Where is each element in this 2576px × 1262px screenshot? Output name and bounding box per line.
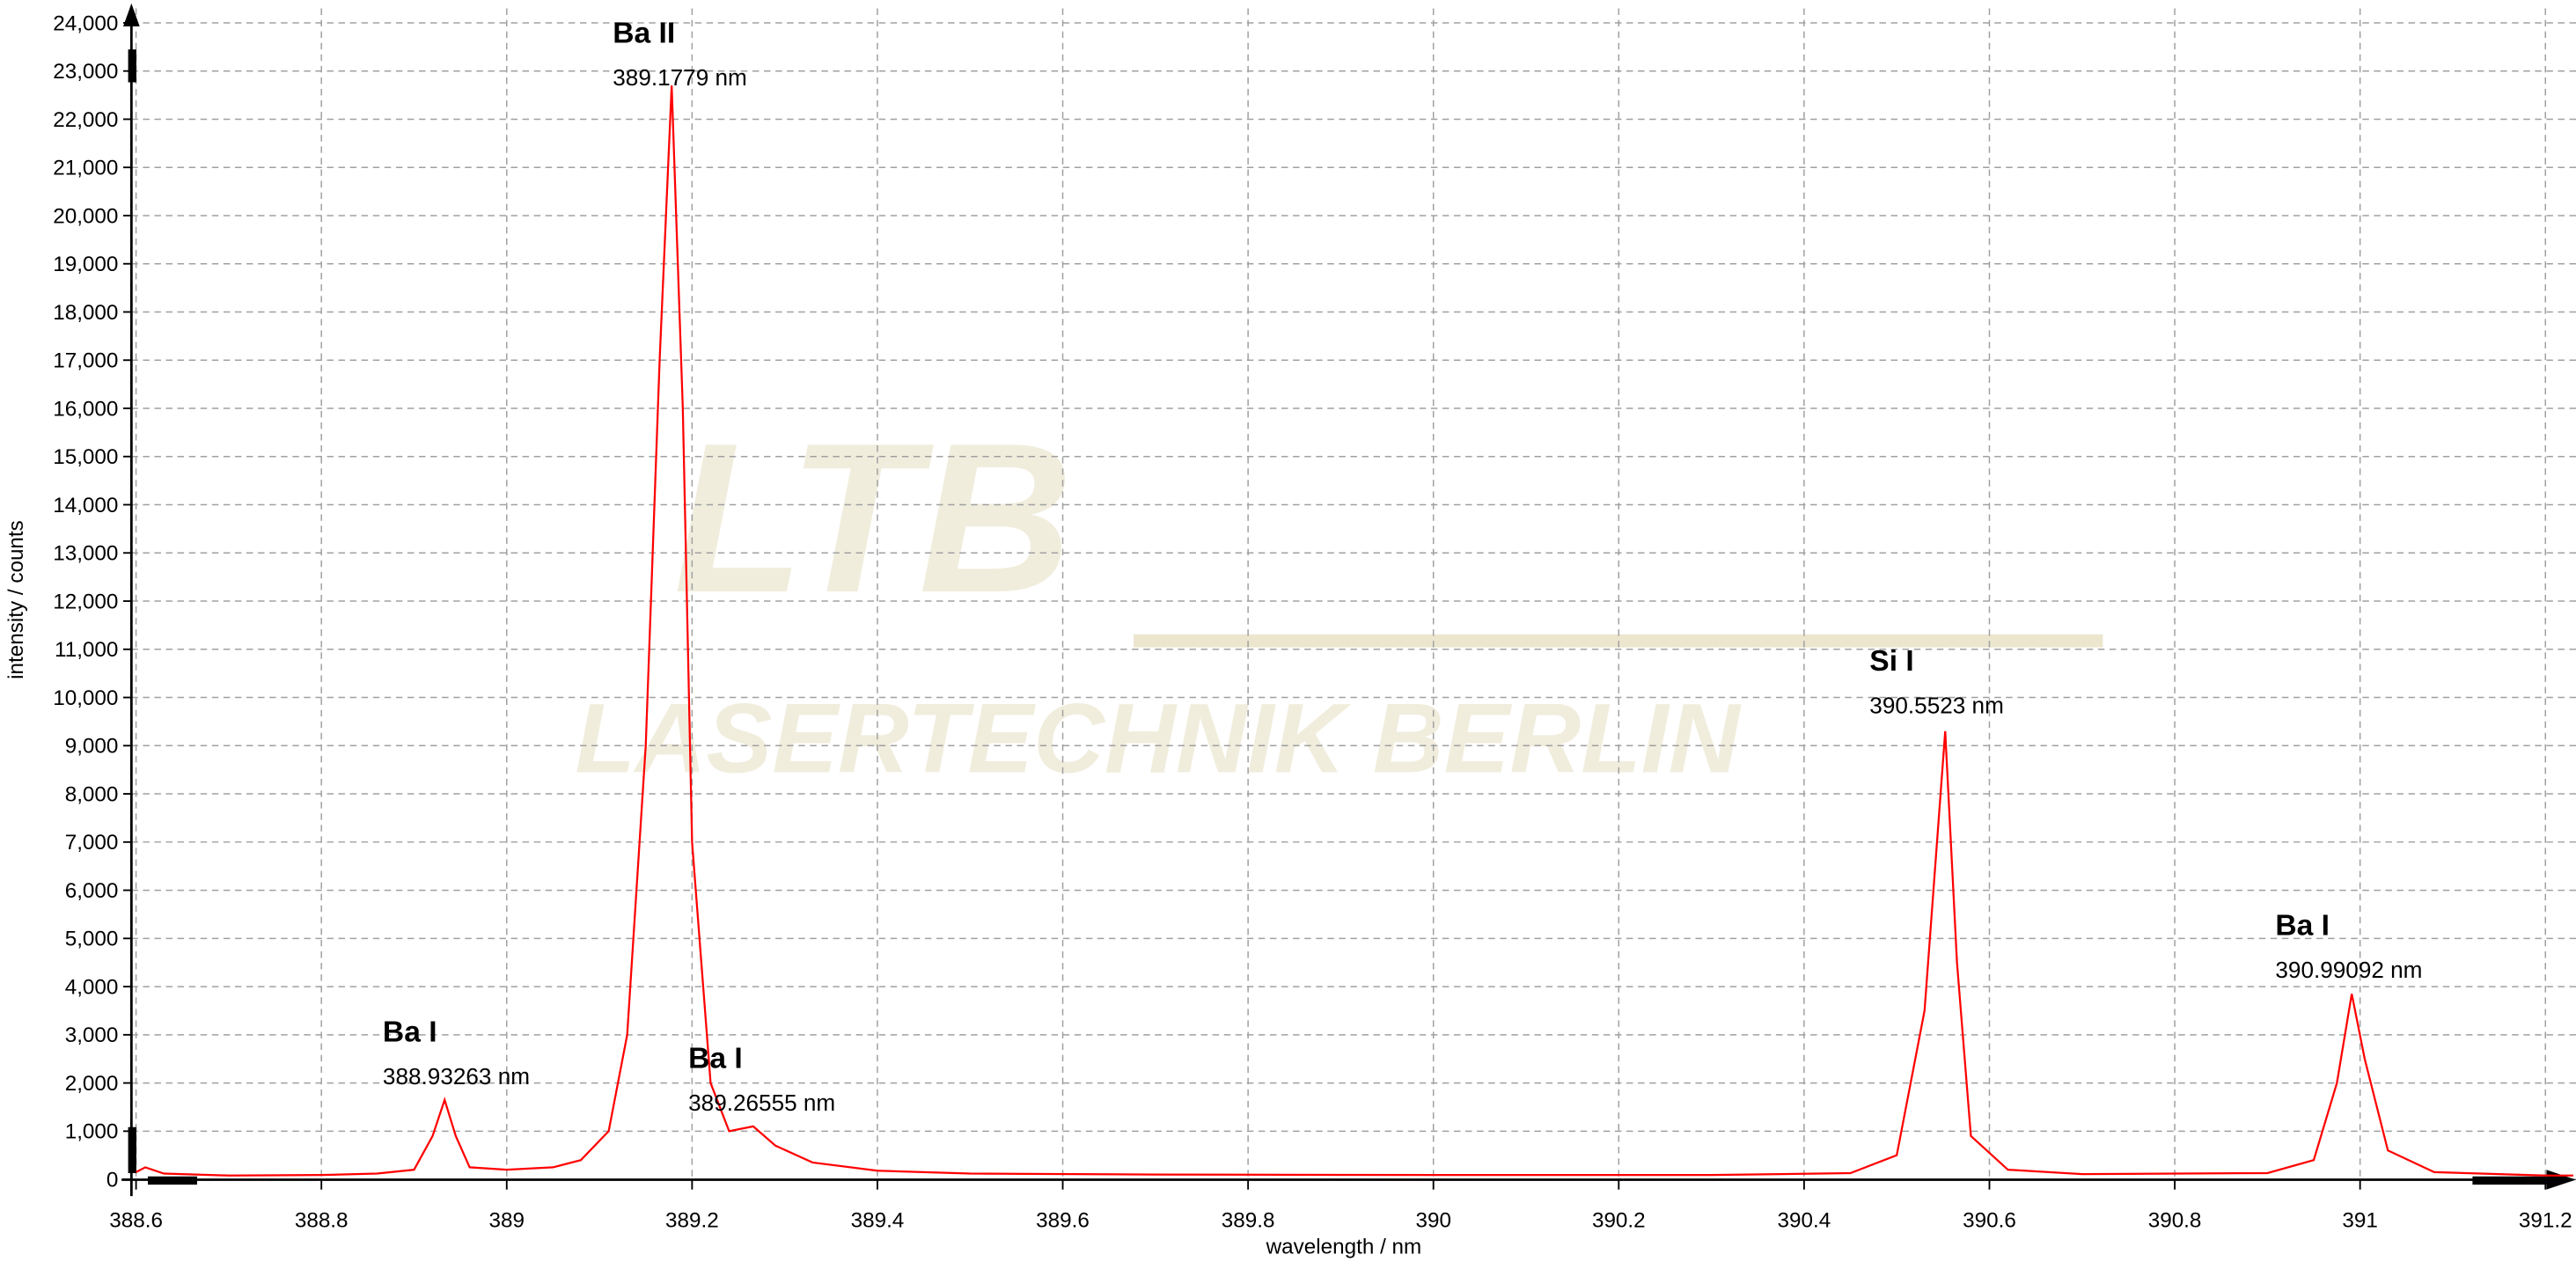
- y-tick-label: 12,000: [53, 590, 118, 613]
- peak-label: Ba I: [688, 1043, 743, 1075]
- x-tick-label: 389.8: [1222, 1209, 1275, 1233]
- x-tick-label: 391.2: [2519, 1209, 2572, 1233]
- peak-wavelength: 389.1779 nm: [613, 64, 747, 91]
- peak-label: Ba I: [2275, 909, 2330, 942]
- y-tick-label: 22,000: [53, 108, 118, 132]
- x-tick-label: 390.2: [1592, 1209, 1646, 1233]
- peak-wavelength: 390.5523 nm: [1869, 692, 2004, 718]
- x-axis-label: wavelength / nm: [1266, 1235, 1422, 1258]
- peak-wavelength: 388.93263 nm: [383, 1063, 530, 1090]
- x-tick-label: 389.4: [851, 1209, 905, 1233]
- x-tick-label: 390.8: [2148, 1209, 2202, 1233]
- x-tick-label: 389: [489, 1209, 525, 1233]
- x-axis-arrow: [2546, 1170, 2576, 1190]
- y-tick-label: 14,000: [53, 494, 118, 517]
- watermark-logo: LTB: [673, 399, 1073, 637]
- y-tick-label: 1,000: [65, 1120, 119, 1144]
- y-tick-label: 20,000: [53, 204, 118, 228]
- peak-wavelength: 390.99092 nm: [2275, 957, 2422, 983]
- y-axis-arrow: [123, 3, 140, 27]
- x-axis-handle: [148, 1176, 198, 1185]
- y-tick-label: 16,000: [53, 397, 118, 421]
- y-tick-label: 21,000: [53, 157, 118, 180]
- peak-wavelength: 389.26555 nm: [688, 1090, 835, 1116]
- y-tick-label: 24,000: [53, 11, 118, 35]
- y-tick-label: 5,000: [65, 928, 119, 951]
- x-axis-handle: [2472, 1176, 2547, 1185]
- axes: [121, 3, 2576, 1197]
- x-tick-label: 389.2: [665, 1209, 719, 1233]
- y-tick-label: 9,000: [65, 735, 119, 759]
- y-tick-label: 4,000: [65, 975, 119, 999]
- peak-label: Si I: [1869, 645, 1913, 678]
- y-tick-label: 18,000: [53, 301, 118, 325]
- spectrum-line: [136, 85, 2573, 1177]
- y-tick-label: 0: [106, 1169, 119, 1192]
- x-tick-label: 389.6: [1036, 1209, 1090, 1233]
- y-axis-label: intensity / counts: [4, 520, 28, 679]
- peak-label: Ba II: [613, 18, 675, 50]
- x-tick-label: 388.8: [295, 1209, 349, 1233]
- y-tick-label: 19,000: [53, 253, 118, 276]
- y-tick-label: 10,000: [53, 686, 118, 710]
- y-tick-label: 15,000: [53, 445, 118, 469]
- y-axis-handle: [128, 49, 136, 83]
- x-tick-label: 390.4: [1778, 1209, 1831, 1233]
- y-tick-label: 7,000: [65, 831, 119, 855]
- y-tick-label: 11,000: [55, 638, 118, 662]
- x-tick-label: 390.6: [1963, 1209, 2016, 1233]
- y-tick-label: 17,000: [53, 349, 118, 373]
- y-tick-label: 6,000: [65, 879, 119, 903]
- y-tick-label: 3,000: [65, 1024, 119, 1047]
- x-tick-label: 388.6: [109, 1209, 163, 1233]
- y-axis-handle: [128, 1126, 136, 1174]
- y-tick-label: 13,000: [53, 542, 118, 566]
- peak-label: Ba I: [383, 1016, 437, 1049]
- y-tick-label: 23,000: [53, 60, 118, 84]
- watermark-text: LASERTECHNIK BERLIN: [575, 684, 1741, 794]
- y-tick-label: 2,000: [65, 1072, 119, 1096]
- x-tick-label: 391: [2342, 1209, 2377, 1233]
- y-tick-label: 8,000: [65, 782, 119, 806]
- x-tick-label: 390: [1415, 1209, 1450, 1233]
